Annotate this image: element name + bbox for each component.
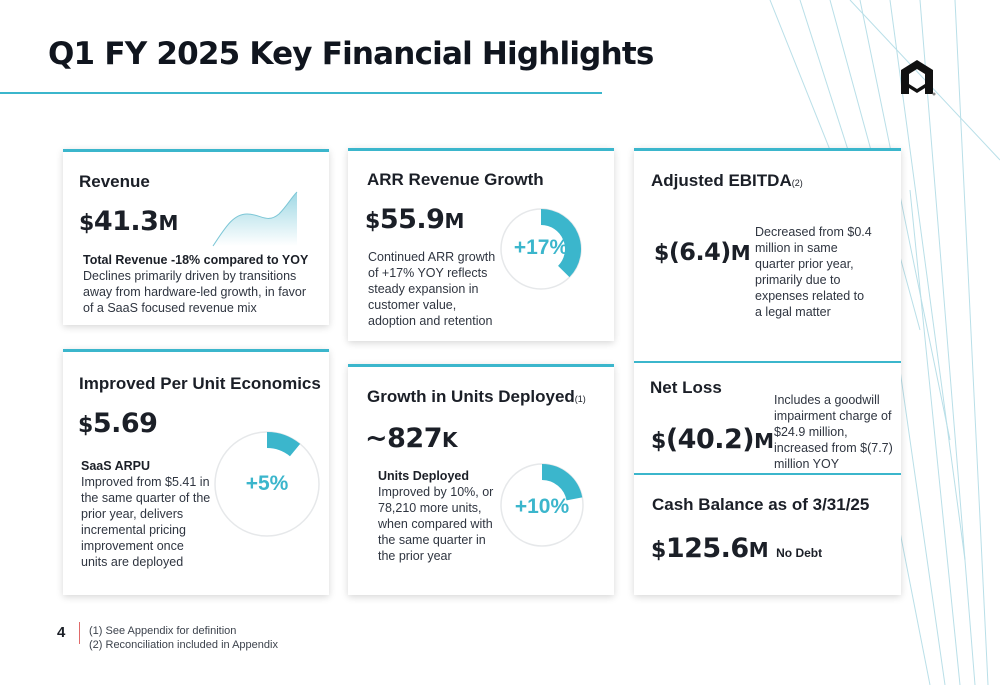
units-deployed-title: Growth in Units Deployed(1) <box>367 387 586 407</box>
units-deployed-description: Units Deployed Improved by 10%, or 78,21… <box>378 468 496 564</box>
unit-economics-card: Improved Per Unit Economics $5.69 SaaS A… <box>63 349 329 595</box>
ebitda-title-note: (2) <box>791 178 803 188</box>
net-loss-body: Includes a goodwill impairment charge of… <box>774 393 893 471</box>
units-deployed-body: Improved by 10%, or 78,210 more units, w… <box>378 485 494 563</box>
arr-ring-chart: +17% <box>496 204 586 294</box>
units-deployed-subhead: Units Deployed <box>378 469 469 483</box>
revenue-number: 41.3 <box>93 206 159 237</box>
cash-title: Cash Balance as of 3/31/25 <box>652 495 870 514</box>
revenue-description: Total Revenue -18% compared to YOY Decli… <box>83 252 319 316</box>
netloss-cash-divider <box>634 473 901 475</box>
company-logo-icon <box>901 60 936 96</box>
revenue-card: Revenue $41.3M Total Revenue -18% compar… <box>63 149 329 325</box>
arr-number: 55.9 <box>379 204 445 235</box>
units-deployed-ring-arc <box>541 464 583 501</box>
ebitda-title-text: Adjusted EBITDA <box>651 171 792 190</box>
unit-economics-body: Improved from $5.41 in the same quarter … <box>81 475 211 569</box>
units-deployed-title-note: (1) <box>574 394 586 404</box>
arr-body: Continued ARR growth of +17% YOY reflect… <box>368 250 496 328</box>
ebitda-value: $(6.4)M <box>654 238 751 266</box>
arr-title: ARR Revenue Growth <box>367 170 544 189</box>
cash-suffix: M <box>748 538 769 562</box>
units-deployed-prefix: ~ <box>365 423 388 454</box>
footnote-2: (2) Reconciliation included in Appendix <box>89 639 278 651</box>
ebitda-card: Adjusted EBITDA(2) $(6.4)M Decreased fro… <box>634 148 901 595</box>
units-deployed-ring <box>500 463 584 547</box>
revenue-body: Declines primarily driven by transitions… <box>83 269 307 315</box>
ebitda-body: Decreased from $0.4 million in same quar… <box>755 225 872 319</box>
revenue-subhead: Total Revenue -18% compared to YOY <box>83 253 309 267</box>
cash-note: No Debt <box>776 546 823 560</box>
footnotes: (1) See Appendix for definition (2) Reco… <box>89 624 278 652</box>
ebitda-title: Adjusted EBITDA(2) <box>651 171 803 191</box>
arr-card: ARR Revenue Growth $55.9M Continued ARR … <box>348 148 614 341</box>
cash-value: $125.6M No Debt <box>651 533 822 564</box>
unit-economics-title: Improved Per Unit Economics <box>79 374 321 393</box>
net-loss-value: $(40.2)M <box>651 424 774 455</box>
ebitda-suffix: M <box>730 241 751 265</box>
page-title: Q1 FY 2025 Key Financial Highlights <box>48 36 654 72</box>
unit-economics-description: SaaS ARPU Improved from $5.41 in the sam… <box>81 458 213 570</box>
unit-economics-number: 5.69 <box>92 408 158 439</box>
units-deployed-value: ~827K <box>365 423 458 454</box>
units-deployed-ring-chart: +10% <box>497 450 587 560</box>
arr-ring-arc <box>540 209 581 278</box>
units-deployed-card: Growth in Units Deployed(1) ~827K Units … <box>348 364 614 595</box>
ebitda-currency: $ <box>654 241 669 266</box>
units-deployed-suffix: K <box>442 428 458 452</box>
net-loss-suffix: M <box>754 429 774 453</box>
arr-suffix: M <box>444 209 464 233</box>
units-deployed-number: 827 <box>387 423 442 454</box>
revenue-value: $41.3M <box>79 206 178 237</box>
unit-economics-subhead: SaaS ARPU <box>81 459 151 473</box>
arr-currency: $ <box>365 209 380 234</box>
ebitda-netloss-divider <box>634 361 901 363</box>
unit-economics-ring-chart: +5% <box>214 431 320 537</box>
arr-ring <box>500 208 582 290</box>
net-loss-number: (40.2) <box>665 424 755 455</box>
revenue-currency: $ <box>79 211 94 236</box>
unit-economics-ring <box>214 431 320 537</box>
unit-economics-ring-arc <box>266 432 301 457</box>
page-number: 4 <box>57 624 66 641</box>
unit-economics-ring-label: +5% <box>245 472 289 495</box>
units-deployed-title-text: Growth in Units Deployed <box>367 387 575 406</box>
arr-value: $55.9M <box>365 204 464 235</box>
revenue-trend-chart <box>212 191 298 247</box>
net-loss-title: Net Loss <box>650 378 722 397</box>
arr-ring-label: +17% <box>513 236 569 259</box>
ebitda-number: (6.4) <box>668 238 731 266</box>
unit-economics-value: $5.69 <box>78 408 158 439</box>
cash-currency: $ <box>651 538 666 563</box>
units-deployed-ring-label: +10% <box>514 495 570 518</box>
cash-number: 125.6 <box>665 533 749 564</box>
footer-divider <box>79 622 80 644</box>
footnote-1: (1) See Appendix for definition <box>89 625 237 637</box>
title-underline <box>0 92 602 94</box>
unit-economics-currency: $ <box>78 413 93 438</box>
net-loss-currency: $ <box>651 429 666 454</box>
revenue-title: Revenue <box>79 172 150 191</box>
revenue-suffix: M <box>158 211 178 235</box>
